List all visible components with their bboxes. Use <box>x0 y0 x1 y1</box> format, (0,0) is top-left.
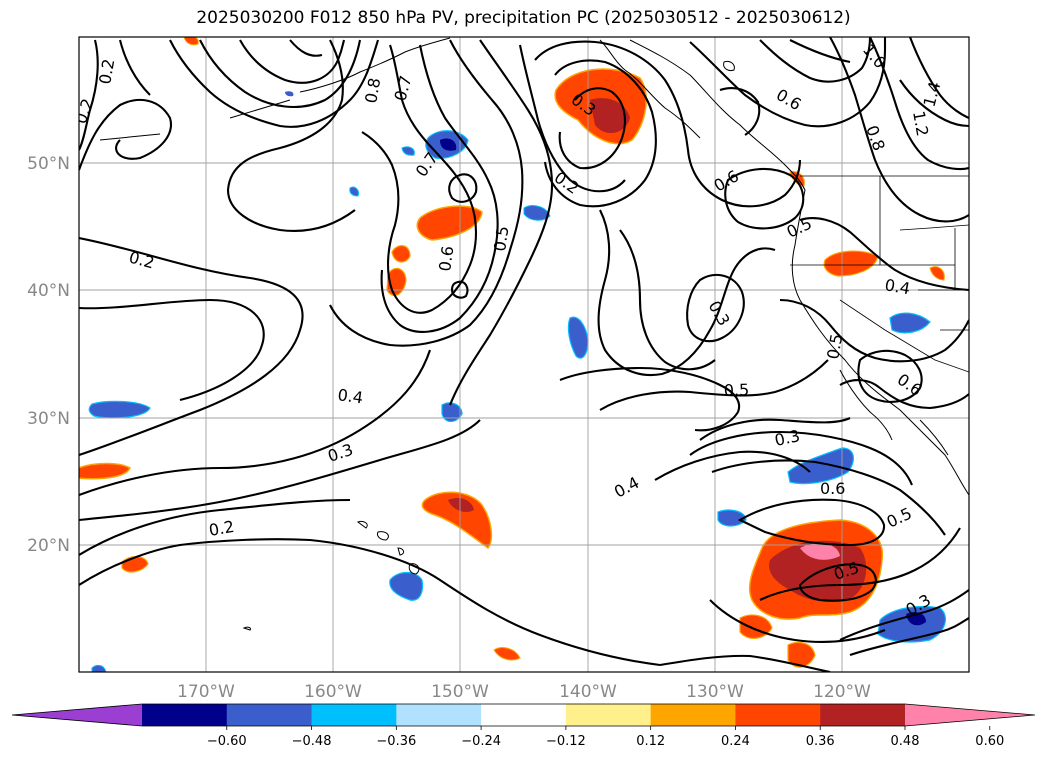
colorbar-tick-label: 0.48 <box>891 734 920 749</box>
contour-label: 0.2 <box>127 248 157 273</box>
lon-label: 130°W <box>686 682 744 702</box>
contour-label: 0.6 <box>773 85 805 114</box>
contour-label: 0.4 <box>883 275 911 298</box>
contour-label: 0.3 <box>325 440 355 466</box>
colorbar-segment <box>565 704 652 726</box>
colorbar-segment <box>735 704 821 726</box>
map-content: 0.2 0.2 0.2 0.2 0.3 0.3 0.3 0.4 0.4 0.4 … <box>79 37 969 672</box>
colorbar-extend-high <box>905 704 1035 726</box>
lon-tick-labels: 170°W 160°W 150°W 140°W 130°W 120°W <box>177 682 871 702</box>
contour-label: 1.2 <box>909 109 932 137</box>
contour-label: 0.2 <box>551 168 583 198</box>
contour-label: 0.3 <box>705 298 734 330</box>
colorbar-tick-label: −0.36 <box>376 734 416 749</box>
lat-label: 40°N <box>27 281 70 301</box>
colorbar-segment <box>311 704 397 726</box>
colorbar-tick-label: 0.12 <box>636 734 665 749</box>
contour-label: 0.4 <box>336 385 364 407</box>
lon-label: 140°W <box>559 682 617 702</box>
pv-contours <box>79 37 969 672</box>
plot-title: 2025030200 F012 850 hPa PV, precipitatio… <box>196 8 851 28</box>
coastlines <box>99 37 969 631</box>
contour-label: 0.5 <box>823 332 846 360</box>
colorbar-segment <box>226 704 313 726</box>
colorbar-tick-label: −0.12 <box>546 734 586 749</box>
colorbar-outline <box>11 703 1036 727</box>
lon-label: 170°W <box>177 682 235 702</box>
gridlines <box>79 37 969 672</box>
map-frame <box>78 36 970 673</box>
contour-label: 0.2 <box>207 517 235 540</box>
colorbar-tick-label: 0.60 <box>975 734 1004 749</box>
colorbar-segment <box>142 704 228 726</box>
colorbar-tick-label: −0.24 <box>461 734 501 749</box>
contour-label: 0.4 <box>611 473 642 502</box>
contour-label: 0.6 <box>820 479 845 498</box>
lat-label: 50°N <box>27 154 70 174</box>
lon-label: 120°W <box>813 682 871 702</box>
contour-label: 0.7 <box>391 74 416 104</box>
contour-label: 0.5 <box>884 504 915 532</box>
contour-label: 0.6 <box>435 245 457 273</box>
lon-label: 150°W <box>431 682 489 702</box>
contour-label: 1.4 <box>920 80 945 110</box>
colorbar-tick-label: −0.60 <box>207 734 247 749</box>
positive-precip-areas <box>79 37 945 668</box>
colorbar: −0.60 −0.48 −0.36 −0.24 −0.12 0.12 0.24 0.36 0.4… <box>11 703 1036 749</box>
negative-precip-areas <box>88 91 947 672</box>
state-borders <box>790 175 969 373</box>
colorbar-extend-low <box>12 704 142 726</box>
contour-label: 0.3 <box>773 426 802 450</box>
colorbar-segment <box>481 704 567 726</box>
colorbar-segment <box>650 704 736 726</box>
lon-label: 160°W <box>304 682 362 702</box>
contour-label: 0.5 <box>723 380 749 400</box>
lat-label: 30°N <box>27 409 70 429</box>
lat-label: 20°N <box>27 536 70 556</box>
contour-label: 0.8 <box>361 76 384 104</box>
colorbar-tick-label: −0.48 <box>292 734 332 749</box>
colorbar-tick-label: 0.36 <box>806 734 835 749</box>
colorbar-tick-label: 0.24 <box>721 734 750 749</box>
contour-label: 0.8 <box>862 123 889 153</box>
contour-label: 0.5 <box>490 225 512 253</box>
precip-shading <box>79 37 947 672</box>
colorbar-segment <box>820 704 906 726</box>
lat-tick-labels: 50°N 40°N 30°N 20°N <box>27 154 70 556</box>
contour-label: 0.2 <box>95 57 118 85</box>
colorbar-segment <box>396 704 482 726</box>
